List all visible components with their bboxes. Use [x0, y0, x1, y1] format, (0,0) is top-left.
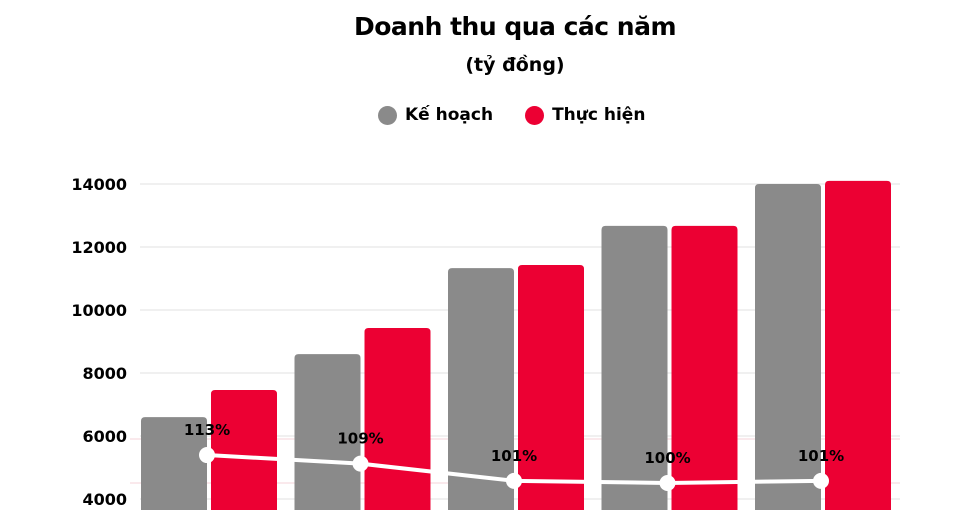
legend-label: Kế hoạch [405, 105, 494, 125]
legend-item-ke-hoach[interactable]: Kế hoạch [378, 105, 493, 125]
percent-point [813, 472, 829, 489]
legend-label: Thực hiện [552, 105, 646, 125]
y-tick-label: 14000 [71, 175, 127, 194]
chart-subtitle: (tỷ đồng) [465, 54, 565, 76]
percent-point [199, 447, 215, 464]
bar-ke-hoach [601, 225, 668, 510]
legend-swatch-gray [378, 105, 397, 125]
legend-swatch-red [525, 105, 545, 125]
bar-thuc-hien [671, 225, 738, 510]
chart-title: Doanh thu qua các năm [353, 12, 677, 41]
percent-point [659, 475, 676, 491]
bar-thuc-hien [825, 180, 891, 510]
legend-item-thuc-hien[interactable]: Thực hiện [525, 105, 645, 125]
bar-ke-hoach [755, 184, 821, 510]
percent-point [506, 472, 522, 489]
bar-thuc-hien [211, 390, 277, 510]
y-tick-label: 8000 [82, 364, 127, 383]
bar-ke-hoach [141, 417, 207, 510]
percent-label: 101% [798, 447, 844, 465]
y-tick-label: 10000 [71, 301, 127, 320]
legend: Kế hoạch Thực hiện [378, 105, 645, 125]
bar-ke-hoach [294, 354, 361, 510]
bar-thuc-hien [364, 327, 431, 510]
y-tick-label: 6000 [82, 427, 127, 446]
y-tick-label: 4000 [82, 490, 127, 509]
percent-point [352, 455, 369, 472]
percent-label: 101% [491, 447, 537, 465]
percent-label: 100% [644, 449, 690, 467]
percent-label: 109% [337, 430, 383, 448]
percent-label: 113% [184, 421, 230, 439]
bar-thuc-hien [518, 264, 584, 510]
y-tick-label: 12000 [71, 238, 127, 257]
bar-ke-hoach [448, 268, 514, 510]
